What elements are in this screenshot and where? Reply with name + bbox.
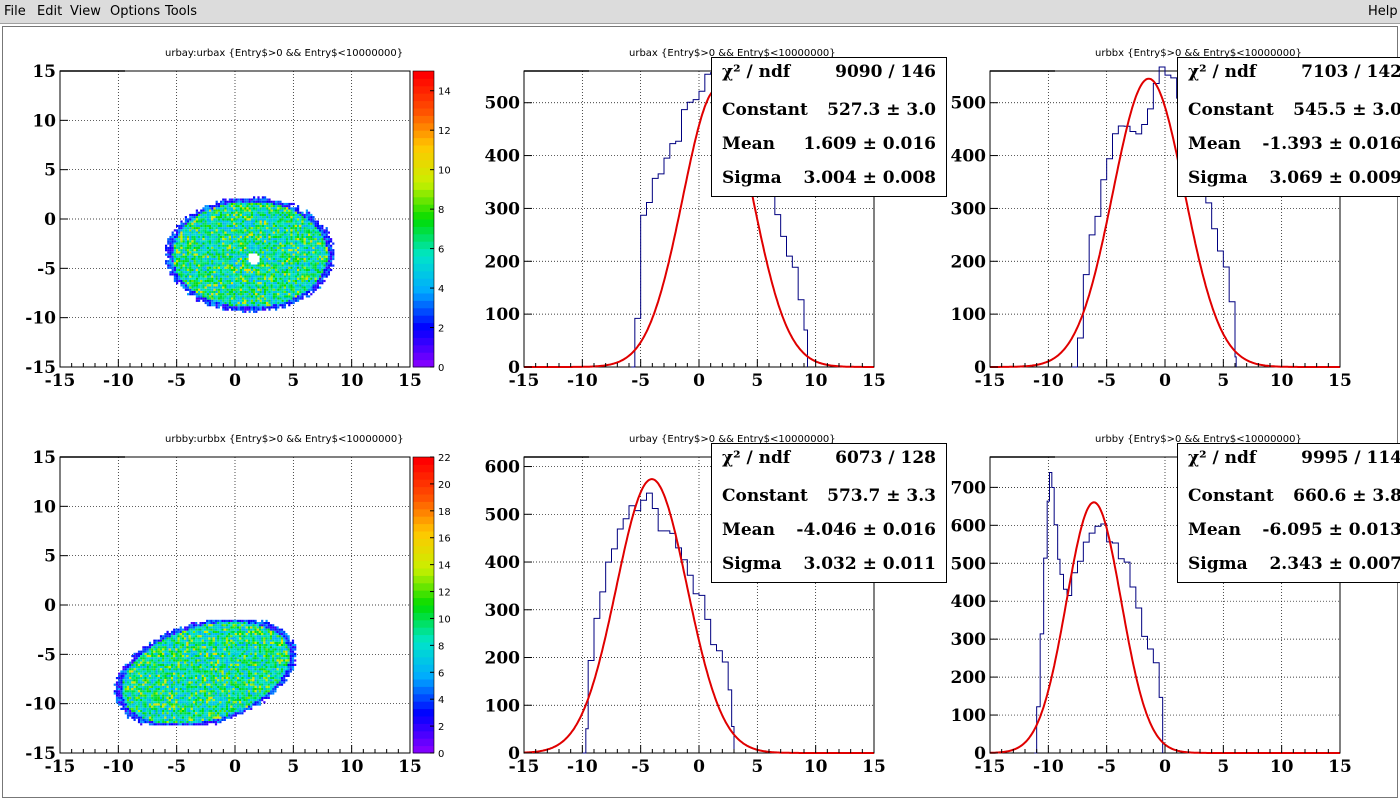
menu-bar: File Edit View Options Tools Help bbox=[0, 0, 1400, 24]
menu-file[interactable]: File bbox=[4, 4, 26, 19]
menu-options[interactable]: Options bbox=[110, 4, 161, 19]
menu-help[interactable]: Help bbox=[1368, 4, 1398, 19]
menu-tools[interactable]: Tools bbox=[165, 4, 198, 19]
root-canvas[interactable]: urbay:urbax {Entry$>0 && Entry$<10000000… bbox=[2, 26, 1400, 798]
menu-edit[interactable]: Edit bbox=[37, 4, 63, 19]
menu-view[interactable]: View bbox=[70, 4, 101, 19]
